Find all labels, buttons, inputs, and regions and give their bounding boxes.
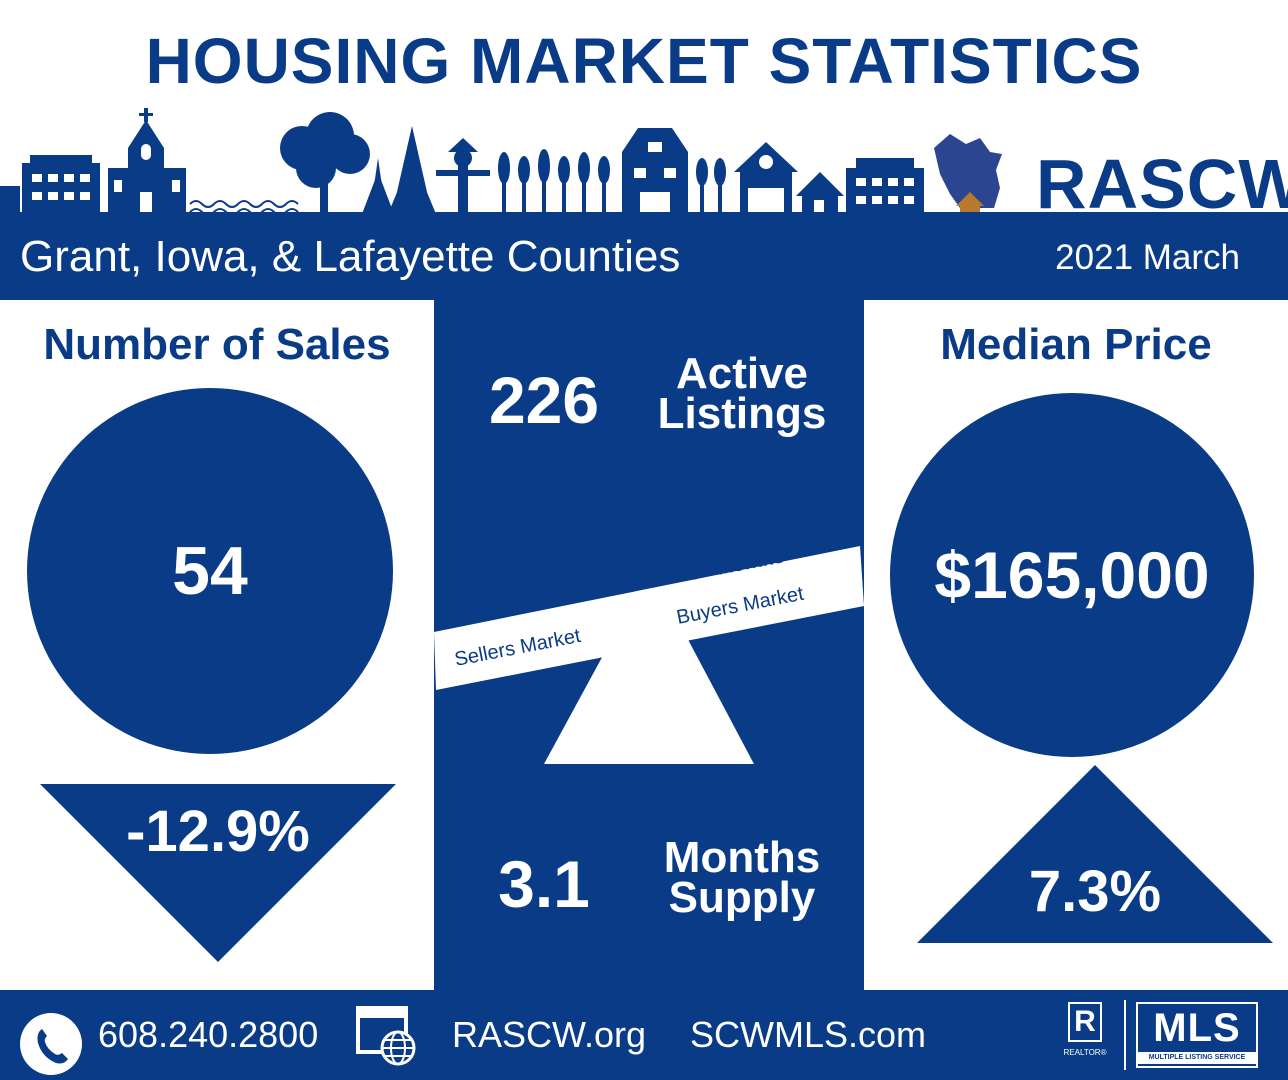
footer: 608.240.2800 RASCW.org SCWMLS.com R REAL… [0,990,1288,1080]
active-listings-value: 226 [488,363,600,437]
region-label: Grant, Iowa, & Lafayette Counties [20,232,681,281]
scale-fulcrum [544,632,754,764]
supply-label-line2: Supply [668,873,816,922]
page-title: HOUSING MARKET STATISTICS [145,25,1143,97]
realtor-label: REALTOR® [1063,1048,1107,1057]
phone-number[interactable]: 608.240.2800 [98,1014,319,1055]
region-band: Grant, Iowa, & Lafayette Counties 2021 M… [0,212,1288,300]
price-circle: $165,000 [890,393,1254,757]
active-label-line2: Listings [657,389,827,438]
phone-icon [20,1013,82,1075]
mls-word: MLS [1153,1006,1241,1050]
sales-heading: Number of Sales [43,320,391,369]
sales-value: 54 [172,533,248,609]
period-label: 2021 March [1055,238,1240,277]
months-supply-value: 3.1 [498,847,590,921]
town-skyline-illustration [0,108,1002,216]
active-label-line1: Active [675,349,809,398]
rascw-logo: RASCW [1036,145,1288,223]
realtor-mark: R [1068,1002,1102,1042]
sales-change: -12.9% [126,799,310,864]
globe-icon [356,1006,416,1066]
scwmls-link[interactable]: SCWMLS.com [690,1014,927,1055]
realtor-logo: R REALTOR® [1060,1002,1110,1064]
market-scale-illustration: 0-4 Months Sellers Market 7+ Months Buye… [434,546,864,764]
supply-label-line1: Months [663,833,821,882]
active-listings-label: Active Listings [640,349,844,438]
price-heading: Median Price [940,320,1212,369]
price-up-arrow-icon [917,765,1273,943]
price-change: 7.3% [1028,859,1162,924]
scale-beam [434,546,864,690]
price-value: $165,000 [934,538,1210,612]
footer-divider [1124,1000,1126,1070]
rascw-link[interactable]: RASCW.org [452,1014,647,1055]
months-supply-label: Months Supply [640,833,844,922]
mls-logo: MLS MULTIPLE LISTING SERVICE [1136,1002,1258,1068]
mls-subtitle: MULTIPLE LISTING SERVICE [1138,1052,1256,1064]
sales-circle: 54 [27,388,393,754]
sales-down-arrow-icon [40,784,396,962]
